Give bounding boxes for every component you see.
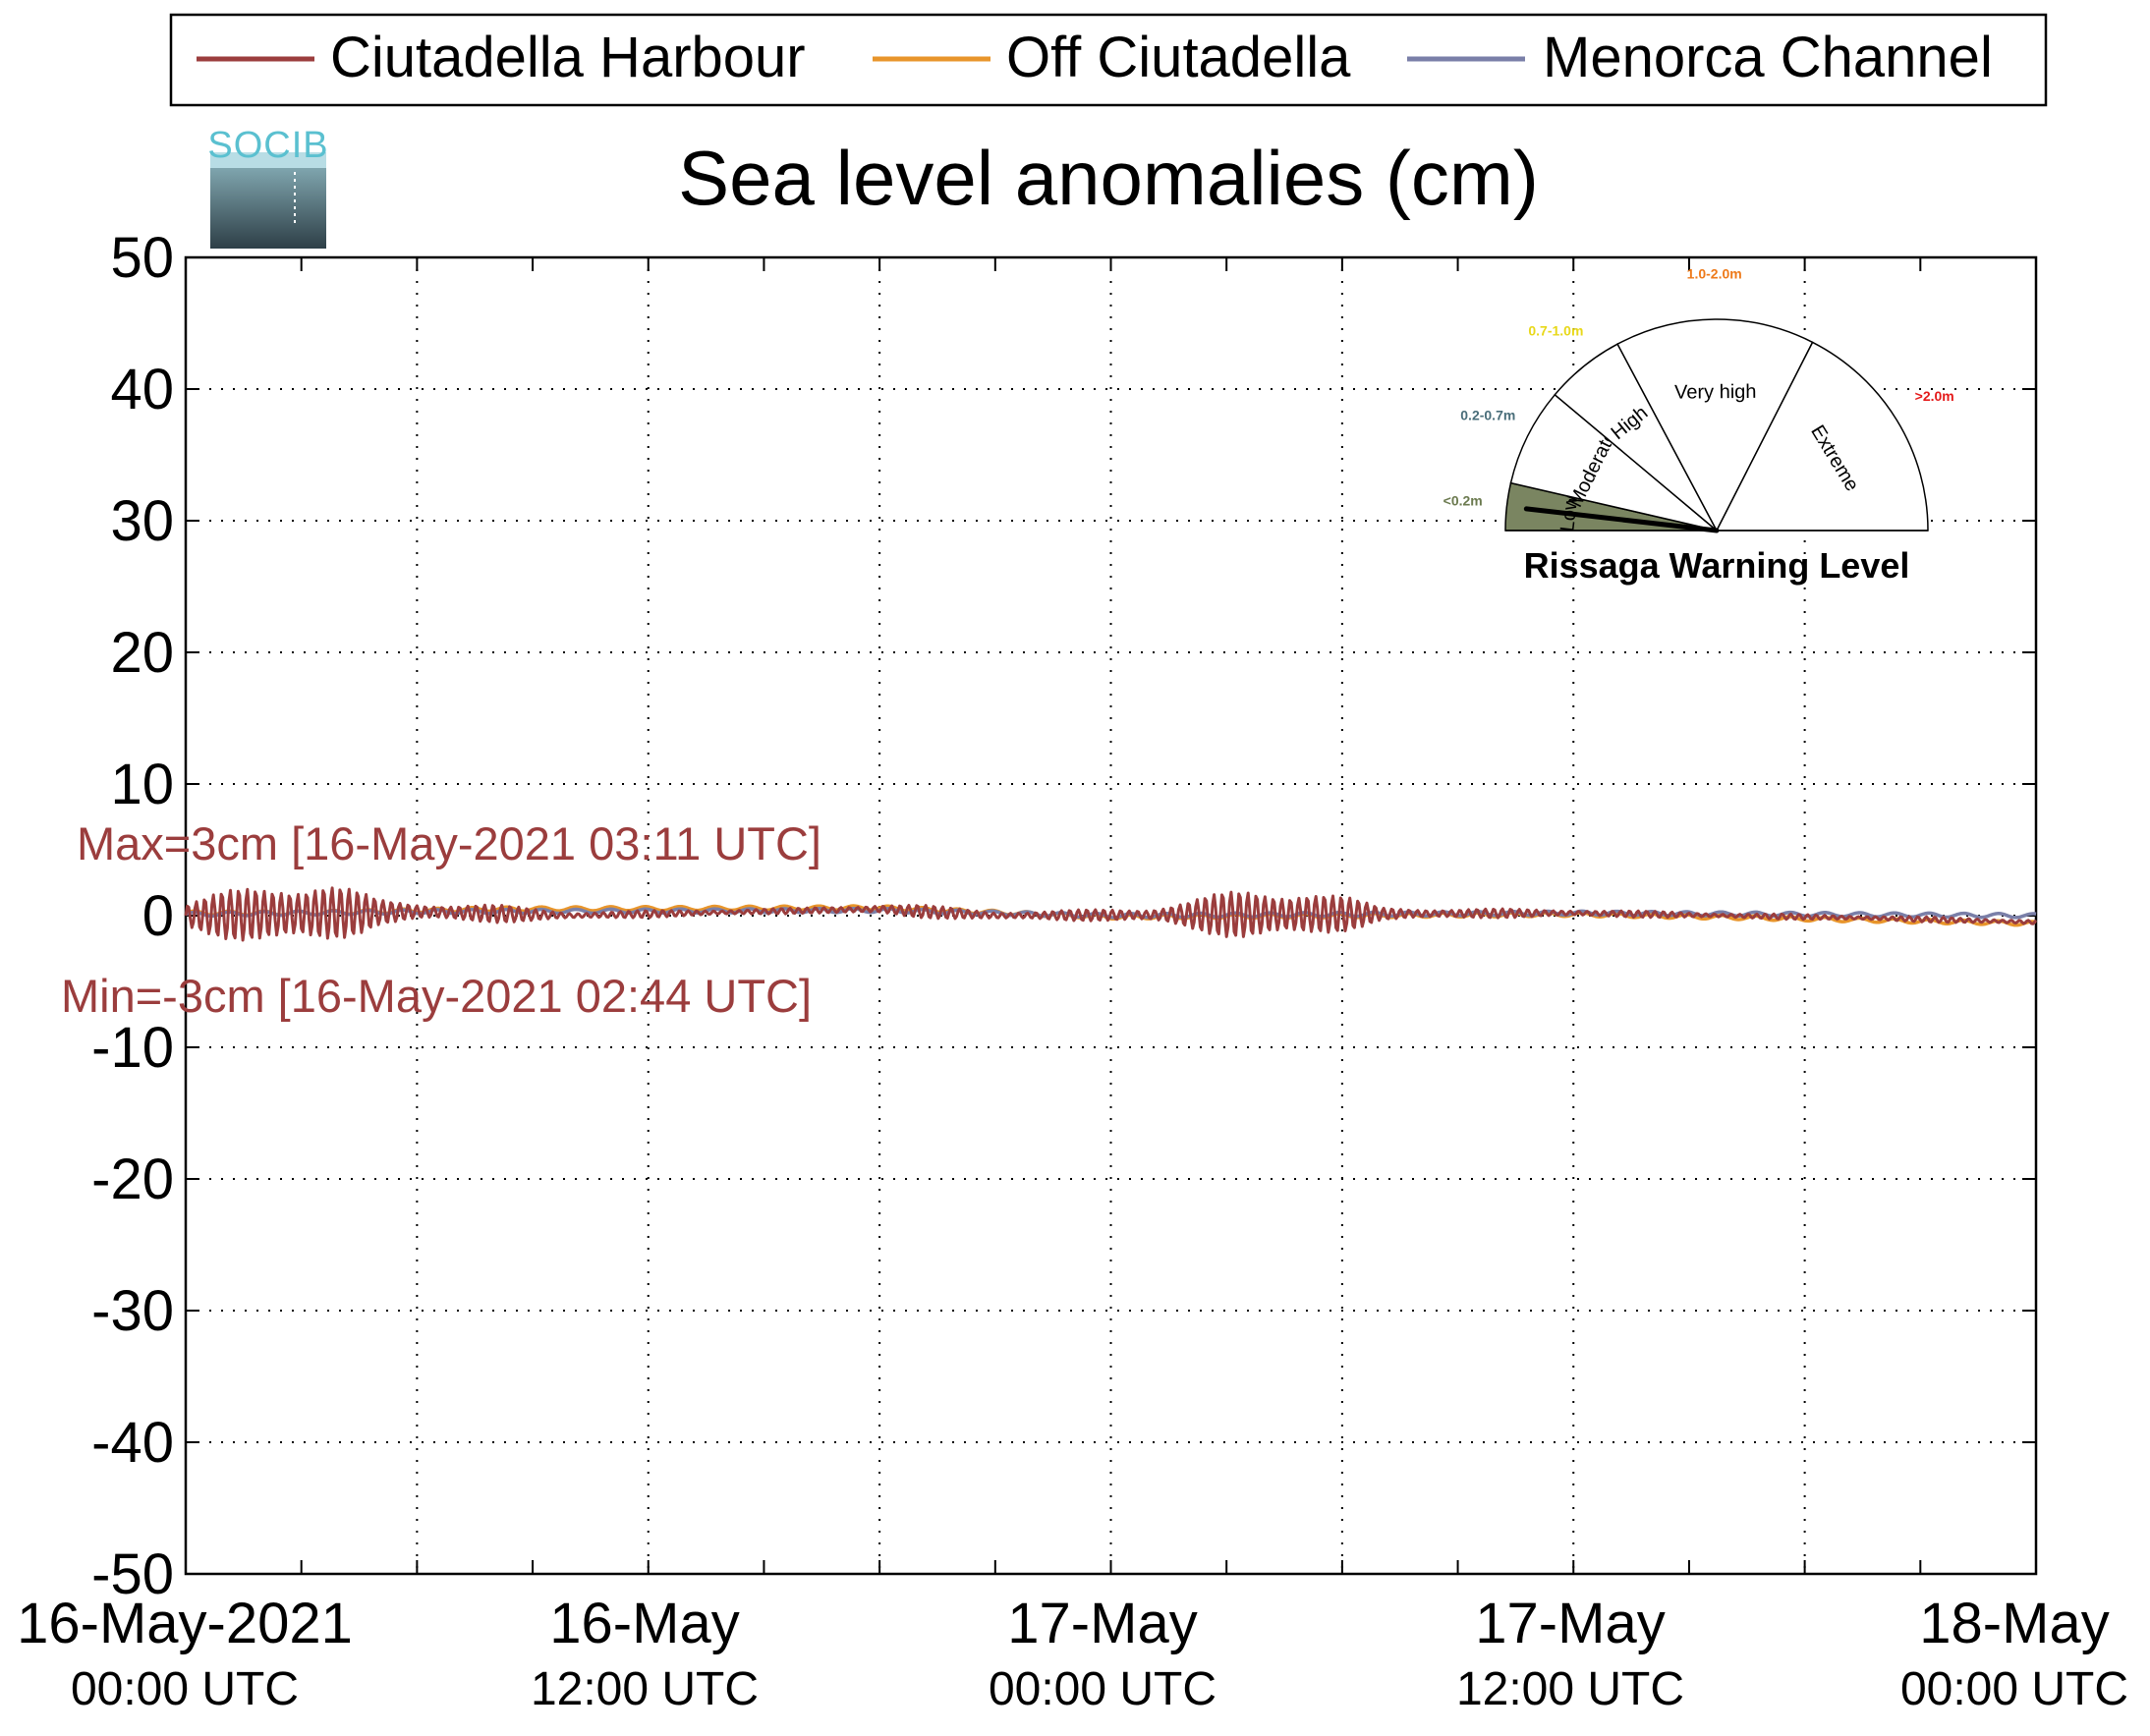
gauge-level-label: Very high xyxy=(1674,381,1757,404)
gauge-sector-moderate xyxy=(1509,393,1718,532)
x-tick-label-time: 00:00 UTC xyxy=(989,1663,1216,1715)
y-tick-label: 10 xyxy=(110,753,174,816)
y-tick-label: -20 xyxy=(91,1148,174,1211)
rissaga-warning-gauge: Low<0.2mModerate0.2-0.7mHigh0.7-1.0mVery… xyxy=(1443,266,1954,533)
min-annotation: Min=-3cm [16-May-2021 02:44 UTC] xyxy=(61,970,812,1022)
gauge-range-label: 0.7-1.0m xyxy=(1528,323,1583,339)
x-tick-label-time: 00:00 UTC xyxy=(1900,1663,2128,1715)
x-tick-label-time: 12:00 UTC xyxy=(531,1663,759,1715)
legend-label-off-ciutadella: Off Ciutadella xyxy=(1006,26,1351,89)
y-tick-label: 0 xyxy=(142,884,174,948)
x-tick-label-date: 18-May xyxy=(1919,1592,2109,1655)
grid xyxy=(186,257,2036,1574)
series-line-ciutadella-harbour xyxy=(184,886,2038,942)
y-axis-ticks: 50 40 30 20 10 0 -10 -20 -30 -40 -50 xyxy=(91,226,2036,1606)
x-tick-label-date: 16-May xyxy=(549,1592,739,1655)
logo-block xyxy=(210,168,326,249)
x-axis-ticks: 16-May-2021 00:00 UTC 16-May 12:00 UTC 17-Ma… xyxy=(17,257,2128,1715)
y-tick-label: 30 xyxy=(110,489,174,553)
legend: Ciutadella Harbour Off Ciutadella Menorc… xyxy=(169,13,2048,107)
legend-label-ciutadella-harbour: Ciutadella Harbour xyxy=(330,26,806,89)
gauge-title: Rissaga Warning Level xyxy=(1524,545,1910,586)
y-tick-label: -50 xyxy=(91,1542,174,1606)
y-tick-label: 20 xyxy=(110,621,174,685)
gauge-range-label: 0.2-0.7m xyxy=(1460,408,1515,423)
x-tick-label-date: 17-May xyxy=(1007,1592,1197,1655)
chart-title: Sea level anomalies (cm) xyxy=(678,135,1539,221)
y-tick-label: 50 xyxy=(110,226,174,290)
x-tick-label-time: 12:00 UTC xyxy=(1456,1663,1684,1715)
gauge-range-label: >2.0m xyxy=(1915,388,1954,404)
gauge-sector-very-high xyxy=(1616,318,1814,532)
legend-label-menorca-channel: Menorca Channel xyxy=(1543,26,1993,89)
x-tick-label-time: 00:00 UTC xyxy=(71,1663,299,1715)
x-tick-label-date: 17-May xyxy=(1475,1592,1665,1655)
logo-band-top xyxy=(210,152,326,168)
socib-logo: SOCIB xyxy=(207,125,328,249)
gauge-range-label: 1.0-2.0m xyxy=(1687,266,1742,282)
max-annotation: Max=3cm [16-May-2021 03:11 UTC] xyxy=(77,817,821,869)
gauge-range-label: <0.2m xyxy=(1443,492,1483,508)
gauge-needle xyxy=(1523,506,1720,533)
series-lines xyxy=(184,886,2038,942)
y-tick-label: 40 xyxy=(110,358,174,421)
gauge-sector-extreme xyxy=(1715,341,1929,532)
y-tick-label: -10 xyxy=(91,1016,174,1080)
y-tick-label: -30 xyxy=(91,1279,174,1343)
logo-text: SOCIB xyxy=(207,125,328,166)
legend-box xyxy=(169,13,2048,107)
x-tick-label-date: 16-May-2021 xyxy=(17,1592,353,1655)
y-tick-label: -40 xyxy=(91,1411,174,1475)
